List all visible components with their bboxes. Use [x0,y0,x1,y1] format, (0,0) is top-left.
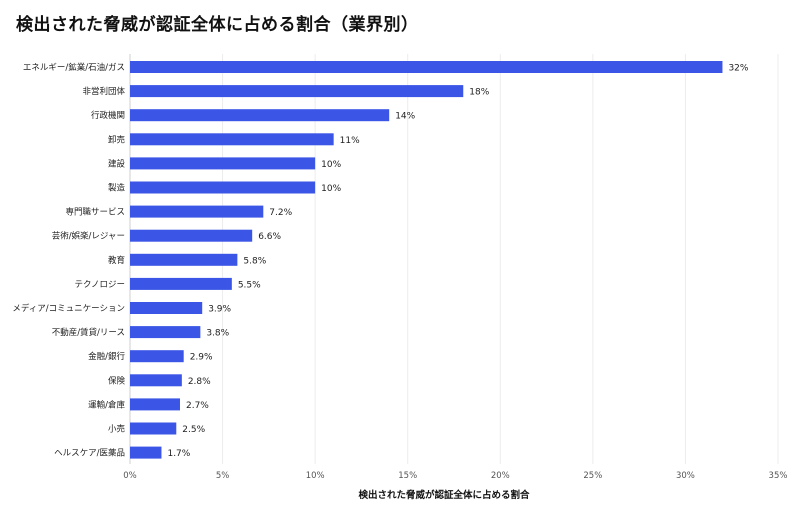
chart-title: 検出された脅威が認証全体に占める割合（業界別） [16,15,419,35]
x-tick-label: 15% [398,471,417,481]
category-label: ヘルスケア/医薬品 [54,448,125,459]
x-tick-label: 0% [123,471,137,481]
category-label: テクノロジー [75,280,126,290]
x-tick-label: 30% [676,471,695,481]
bar [130,61,723,73]
x-tick-label: 20% [491,471,510,481]
value-label: 18% [469,88,489,98]
bar [130,157,316,170]
value-label: 7.2% [269,208,292,218]
bar [130,205,264,218]
category-label: 不動産/賃貸/リース [52,327,125,338]
bar [130,277,232,290]
bar [130,326,201,339]
x-tick-label: 25% [583,471,602,481]
bar [130,181,316,194]
value-label: 2.5% [182,425,205,435]
bar [130,350,184,363]
category-label: エネルギー/鉱業/石油/ガス [23,62,125,73]
category-label: 運輸/倉庫 [88,399,125,410]
bar [130,422,177,435]
category-label: 建設 [108,158,126,169]
bar [130,398,180,411]
x-tick-label: 35% [769,471,788,481]
category-label: 保険 [108,375,126,386]
value-label: 1.7% [167,449,190,459]
category-label: メディア/コミュニケーション [12,303,125,314]
value-label: 6.6% [258,232,281,242]
value-label: 5.8% [243,256,266,266]
bar [130,85,464,98]
category-labels: エネルギー/鉱業/石油/ガス非営利団体行政機関卸売建設製造専門職サービス芸術/娯… [12,62,125,459]
bar [130,374,182,387]
bars [130,61,723,459]
category-label: 専門職サービス [65,207,125,218]
value-label: 3.8% [206,329,229,339]
value-label: 2.8% [188,377,211,387]
x-axis-ticks: 0% 5% 10% 15% 20% 25% 30% 35% [123,471,787,481]
category-label: 金融/銀行 [88,351,125,362]
value-label: 14% [395,112,415,122]
category-label: 製造 [108,183,126,194]
category-label: 行政機関 [91,110,125,121]
category-label: 小売 [108,424,126,435]
value-label: 2.7% [186,401,209,411]
value-label: 2.9% [190,353,213,363]
x-axis-title: 検出された脅威が認証全体に占める割合 [358,489,530,501]
value-labels: 32% 18% 14% 11% 10% 10% 7.2% 6.6% 5.8% 5.5% 3.9% 3.… [167,64,748,460]
bar [130,109,390,122]
value-label: 32% [728,64,748,74]
category-label: 教育 [108,255,125,266]
bar [130,133,334,146]
value-label: 3.9% [208,305,231,315]
bar [130,446,162,459]
value-label: 10% [321,184,341,194]
bar [130,302,203,314]
value-label: 10% [321,160,341,170]
category-label: 非営利団体 [82,86,125,97]
bar [130,229,253,242]
value-label: 5.5% [238,280,261,290]
value-label: 11% [340,136,360,146]
x-tick-label: 5% [216,471,230,481]
category-label: 芸術/娯楽/レジャー [52,231,125,242]
bar [130,253,238,266]
category-label: 卸売 [108,134,126,145]
x-tick-label: 10% [306,471,325,481]
